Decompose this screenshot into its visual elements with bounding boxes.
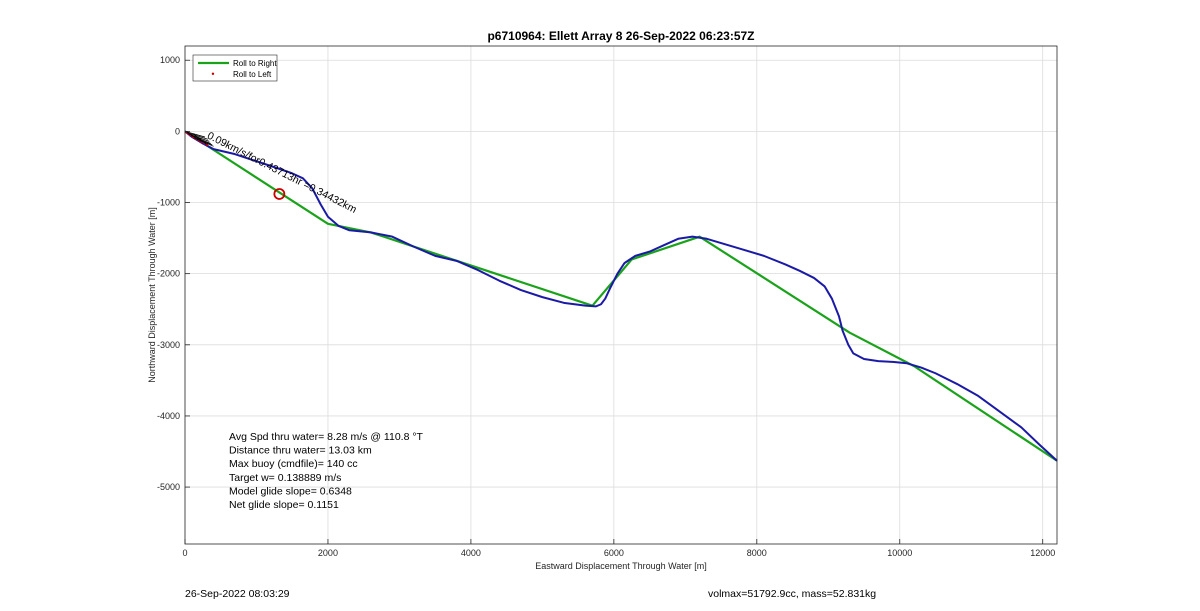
y-tick-label: -5000 — [157, 482, 180, 492]
legend: Roll to Right • Roll to Left — [192, 54, 278, 82]
stats-block: Avg Spd thru water= 8.28 m/s @ 110.8 °T D… — [229, 431, 424, 511]
x-tick-label: 4000 — [461, 548, 481, 558]
stat-line: Max buoy (cmdfile)= 140 cc — [229, 458, 358, 470]
stat-line: Distance thru water= 13.03 km — [229, 445, 372, 457]
y-tick-label: -3000 — [157, 340, 180, 350]
stat-line: Net glide slope= 0.1151 — [229, 499, 339, 511]
stat-line: Target w= 0.138889 m/s — [229, 472, 341, 484]
x-tick-label: 2000 — [318, 548, 338, 558]
x-tick-label: 0 — [182, 548, 187, 558]
position-marker — [273, 188, 286, 200]
y-tick-label: -1000 — [157, 198, 180, 208]
y-axis-label: Northward Displacement Through Water [m] — [147, 207, 157, 383]
y-tick-label: 1000 — [160, 55, 180, 65]
y-tick-label: 0 — [175, 126, 180, 136]
tick-labels: 0 2000 4000 6000 8000 10000 1200010000-1000-20… — [157, 55, 1055, 558]
drift-vector — [184, 130, 206, 138]
grid-lines — [184, 46, 1057, 544]
stat-line: Avg Spd thru water= 8.28 m/s @ 110.8 °T — [229, 431, 424, 443]
chart-title: p6710964: Ellett Array 8 26-Sep-2022 06:… — [487, 29, 754, 43]
x-tick-label: 8000 — [747, 548, 767, 558]
y-tick-label: -4000 — [157, 411, 180, 421]
stat-line: Model glide slope= 0.6348 — [229, 485, 352, 497]
footer-volmax-mass: volmax=51792.9cc, mass=52.831kg — [708, 588, 877, 600]
drift-vector — [193, 133, 207, 145]
drift-vector — [187, 132, 208, 140]
x-tick-label: 6000 — [604, 548, 624, 558]
series-layer — [184, 130, 1058, 462]
annotation-layer: 0.09km/s/for0.43713hr =0.34432km — [184, 130, 359, 216]
x-tick-label: 12000 — [1030, 548, 1055, 558]
series-track — [184, 130, 1058, 462]
y-tick-label: -2000 — [157, 269, 180, 279]
legend-box — [192, 54, 278, 82]
x-axis-label: Eastward Displacement Through Water [m] — [535, 561, 707, 571]
drift-annotation-text: 0.09km/s/for0.43713hr =0.34432km — [205, 130, 359, 216]
series-roll-to-right — [184, 130, 1058, 462]
x-tick-label: 10000 — [887, 548, 912, 558]
legend-entry-roll-right: Roll to Right — [233, 59, 277, 68]
footer-timestamp: 26-Sep-2022 08:03:29 — [185, 588, 290, 600]
series-roll-to-left-point — [206, 143, 209, 146]
legend-entry-roll-left: Roll to Left — [233, 70, 272, 79]
plot-frame — [184, 45, 1058, 545]
legend-swatch-roll-left: • — [211, 69, 214, 79]
